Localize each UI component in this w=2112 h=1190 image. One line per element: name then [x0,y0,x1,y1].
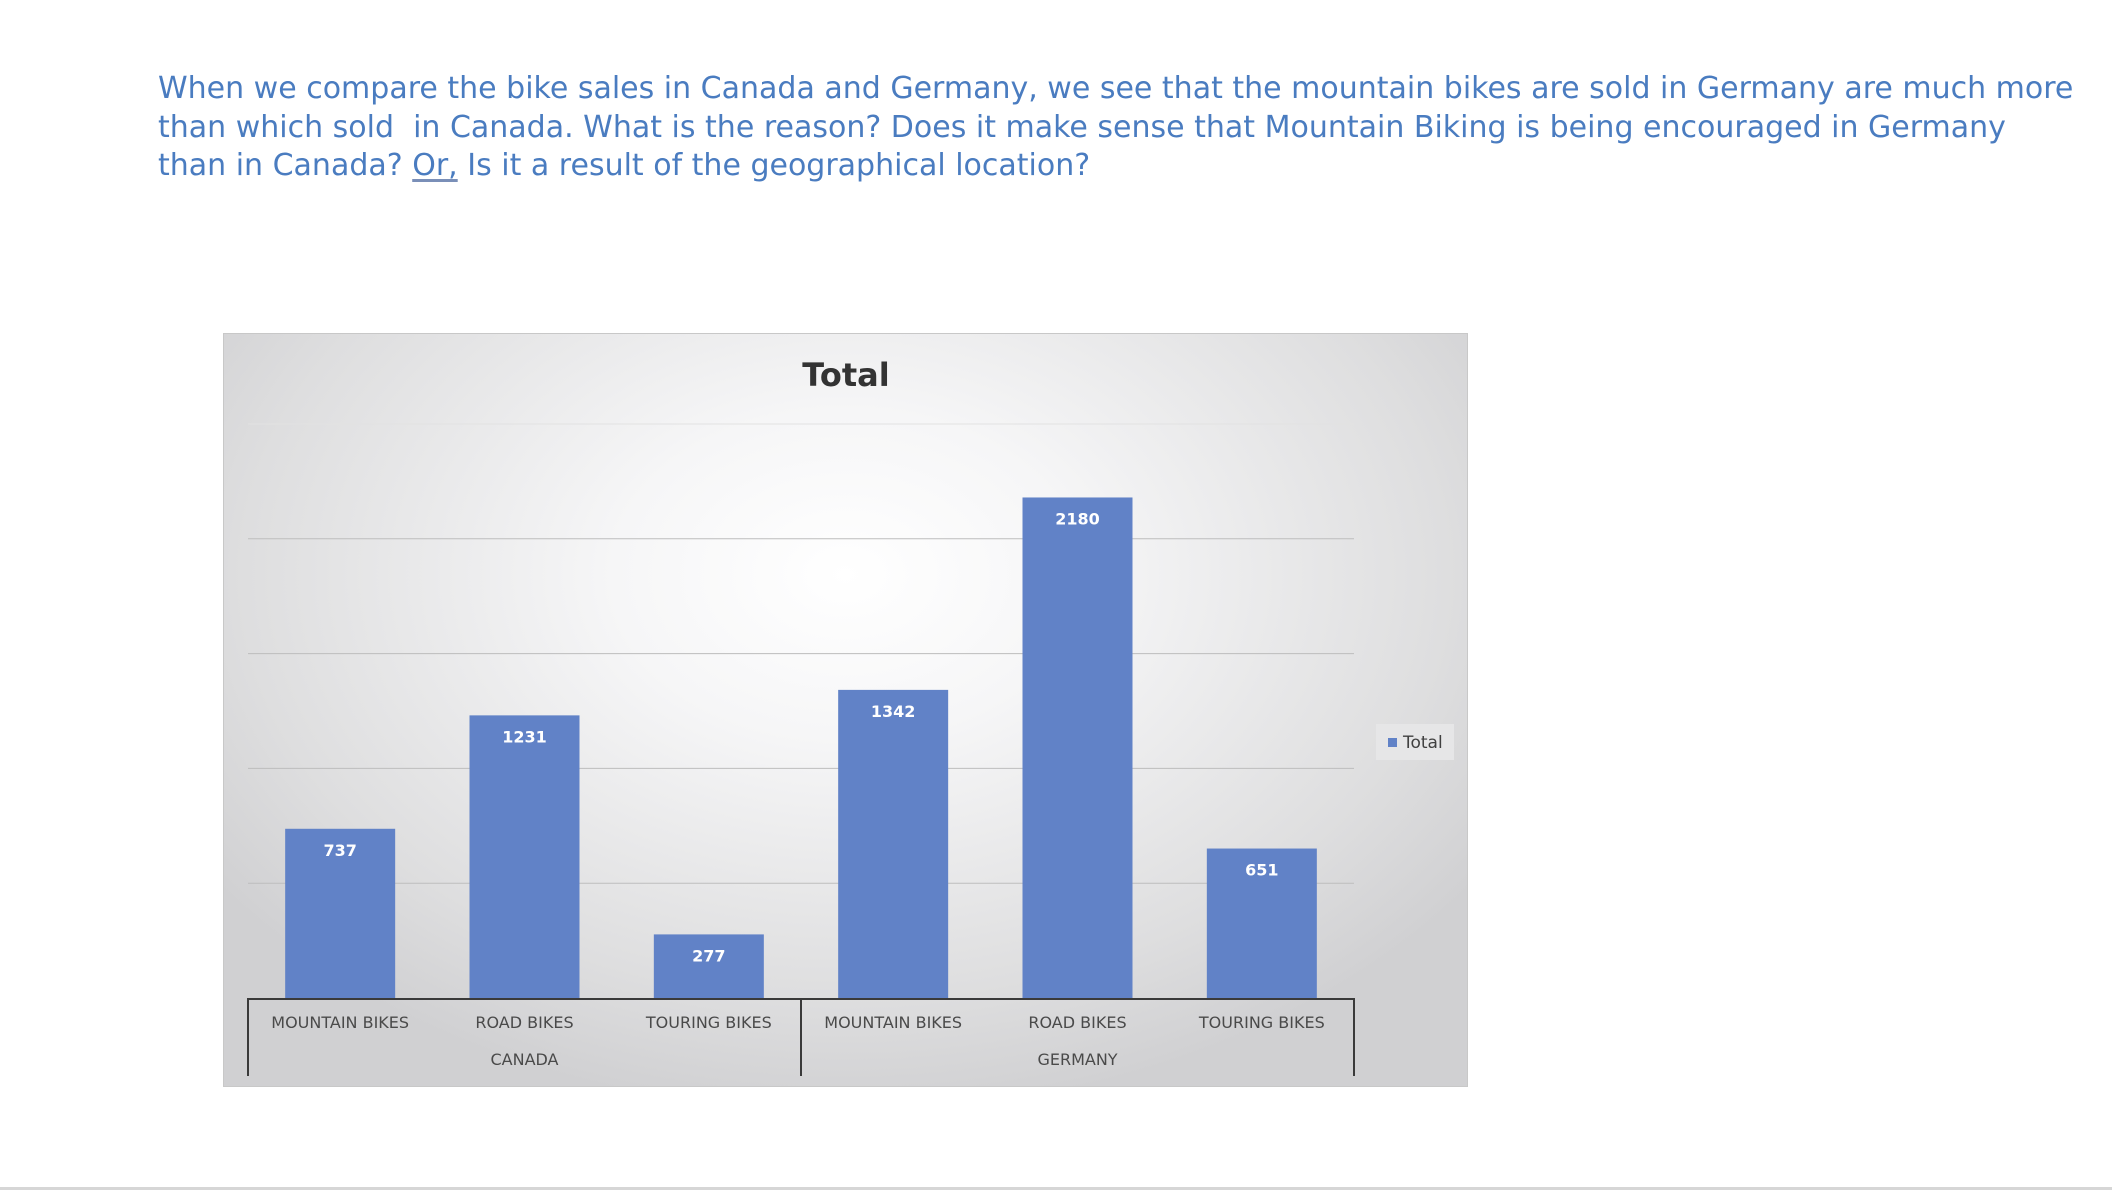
category-tick-label-5: TOURING BIKES [1198,1013,1325,1032]
bars: 737 1231 277 1342 2180 651 [285,497,1317,998]
chart-title: Total [802,356,889,394]
category-tick-label-1: ROAD BIKES [475,1013,573,1032]
bar-5[interactable] [1206,848,1317,998]
intro-underlined-word: Or, [412,148,458,183]
group-label-canada: CANADA [490,1050,558,1069]
bar-2[interactable] [653,934,764,998]
category-tick-label-2: TOURING BIKES [645,1013,772,1032]
chart-svg: 737 1231 277 1342 2180 651 MOUNTAIN BIKES ROAD… [247,356,1454,1076]
bar-3[interactable] [838,689,949,998]
intro-line-3-end: Is it a result of the geographical locat… [457,148,1091,183]
category-tick-label-4: ROAD BIKES [1028,1013,1126,1032]
legend[interactable]: Total [1376,724,1454,760]
intro-line-3-start: than in Canada? [158,148,413,183]
bar-data-label-2: 277 [692,946,725,965]
page-bottom-border [0,1187,2112,1190]
bar-data-label-5: 651 [1245,861,1278,880]
bar-data-label-1: 1231 [502,727,547,746]
intro-paragraph: When we compare the bike sales in Canada… [158,70,2074,186]
bar-0[interactable] [285,828,396,998]
group-label-germany: GERMANY [1037,1050,1117,1069]
bar-chart[interactable]: 737 1231 277 1342 2180 651 MOUNTAIN BIKES ROAD… [223,333,1468,1087]
bar-1[interactable] [469,715,580,998]
gridlines [248,423,1354,884]
legend-label-total: Total [1402,733,1443,753]
bar-data-label-3: 1342 [871,702,916,721]
intro-line-2: than which sold in Canada. What is the r… [158,109,2006,145]
category-tick-label-3: MOUNTAIN BIKES [824,1013,962,1032]
bar-data-label-0: 737 [323,841,356,860]
bar-data-label-4: 2180 [1055,509,1100,528]
bar-4[interactable] [1022,497,1133,998]
category-tick-label-0: MOUNTAIN BIKES [271,1013,409,1032]
intro-line-3: than in Canada? Or, Is it a result of th… [158,147,1988,186]
intro-line-1: When we compare the bike sales in Canada… [158,71,2074,106]
legend-swatch-total [1388,738,1397,747]
category-axis: MOUNTAIN BIKES ROAD BIKES TOURING BIKES MOU… [247,998,1355,1076]
